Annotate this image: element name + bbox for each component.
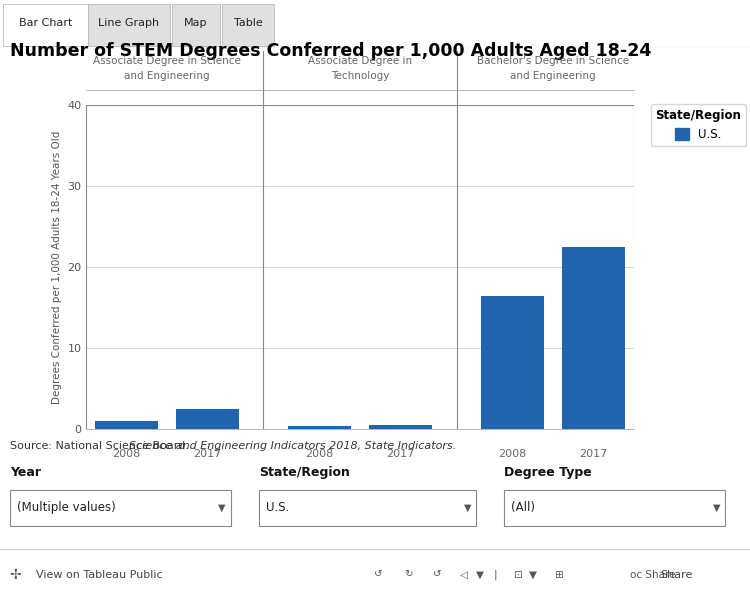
Text: Table: Table (234, 18, 262, 28)
Text: View on Tableau Public: View on Tableau Public (36, 569, 163, 580)
Text: 2017: 2017 (579, 449, 608, 459)
Text: ↻: ↻ (404, 569, 413, 580)
Text: Bachelor's Degree in Science: Bachelor's Degree in Science (477, 56, 629, 66)
Bar (3, 4, 88, 46)
Text: Associate Degree in: Associate Degree in (308, 56, 412, 66)
Text: ⊡: ⊡ (513, 569, 522, 580)
Text: and Engineering: and Engineering (124, 71, 210, 81)
Text: State/Region: State/Region (259, 466, 350, 479)
Text: and Engineering: and Engineering (510, 71, 596, 81)
Text: 2008: 2008 (499, 449, 526, 459)
Text: Science and Engineering Indicators 2018, State Indicators.: Science and Engineering Indicators 2018,… (128, 441, 456, 451)
Text: ▼: ▼ (476, 569, 484, 580)
Legend: U.S.: U.S. (650, 104, 746, 146)
Bar (481, 296, 544, 429)
Text: Source: National Science Board.: Source: National Science Board. (10, 441, 192, 451)
Text: |: | (494, 569, 496, 580)
Text: (Multiple values): (Multiple values) (17, 501, 116, 514)
Text: U.S.: U.S. (266, 501, 290, 514)
Text: 2008: 2008 (305, 449, 334, 459)
Bar (176, 409, 239, 429)
Text: Bar Chart: Bar Chart (19, 18, 72, 28)
Bar (10, 490, 231, 526)
Text: ▼: ▼ (218, 503, 226, 512)
Text: ⊞: ⊞ (554, 569, 563, 580)
Text: Map: Map (184, 18, 208, 28)
Text: 2017: 2017 (386, 449, 415, 459)
Text: Line Graph: Line Graph (98, 18, 160, 28)
Text: ✢: ✢ (10, 568, 21, 581)
Text: oc Share: oc Share (630, 569, 675, 580)
Bar (172, 4, 220, 46)
Text: Number of STEM Degrees Conferred per 1,000 Adults Aged 18-24: Number of STEM Degrees Conferred per 1,0… (10, 42, 651, 60)
Text: Year: Year (10, 466, 40, 479)
Text: ↺: ↺ (433, 569, 442, 580)
Text: Share: Share (660, 569, 692, 580)
Bar (369, 425, 432, 429)
Bar (222, 4, 274, 46)
Bar (88, 4, 170, 46)
Text: ↺: ↺ (374, 569, 383, 580)
Bar (504, 490, 725, 526)
Text: Degree Type: Degree Type (504, 466, 592, 479)
Text: ▼: ▼ (464, 503, 471, 512)
Bar (259, 490, 476, 526)
Text: 2008: 2008 (112, 449, 141, 459)
Bar (562, 247, 625, 429)
Bar (288, 426, 351, 429)
Bar (95, 421, 158, 429)
Text: (All): (All) (512, 501, 536, 514)
Text: ▼: ▼ (712, 503, 720, 512)
Text: ▼: ▼ (529, 569, 536, 580)
Text: 2017: 2017 (194, 449, 221, 459)
Text: Technology: Technology (331, 71, 389, 81)
Text: ◁: ◁ (460, 569, 467, 580)
Text: Associate Degree in Science: Associate Degree in Science (93, 56, 241, 66)
Y-axis label: Degrees Conferred per 1,000 Adults 18-24 Years Old: Degrees Conferred per 1,000 Adults 18-24… (52, 130, 62, 404)
